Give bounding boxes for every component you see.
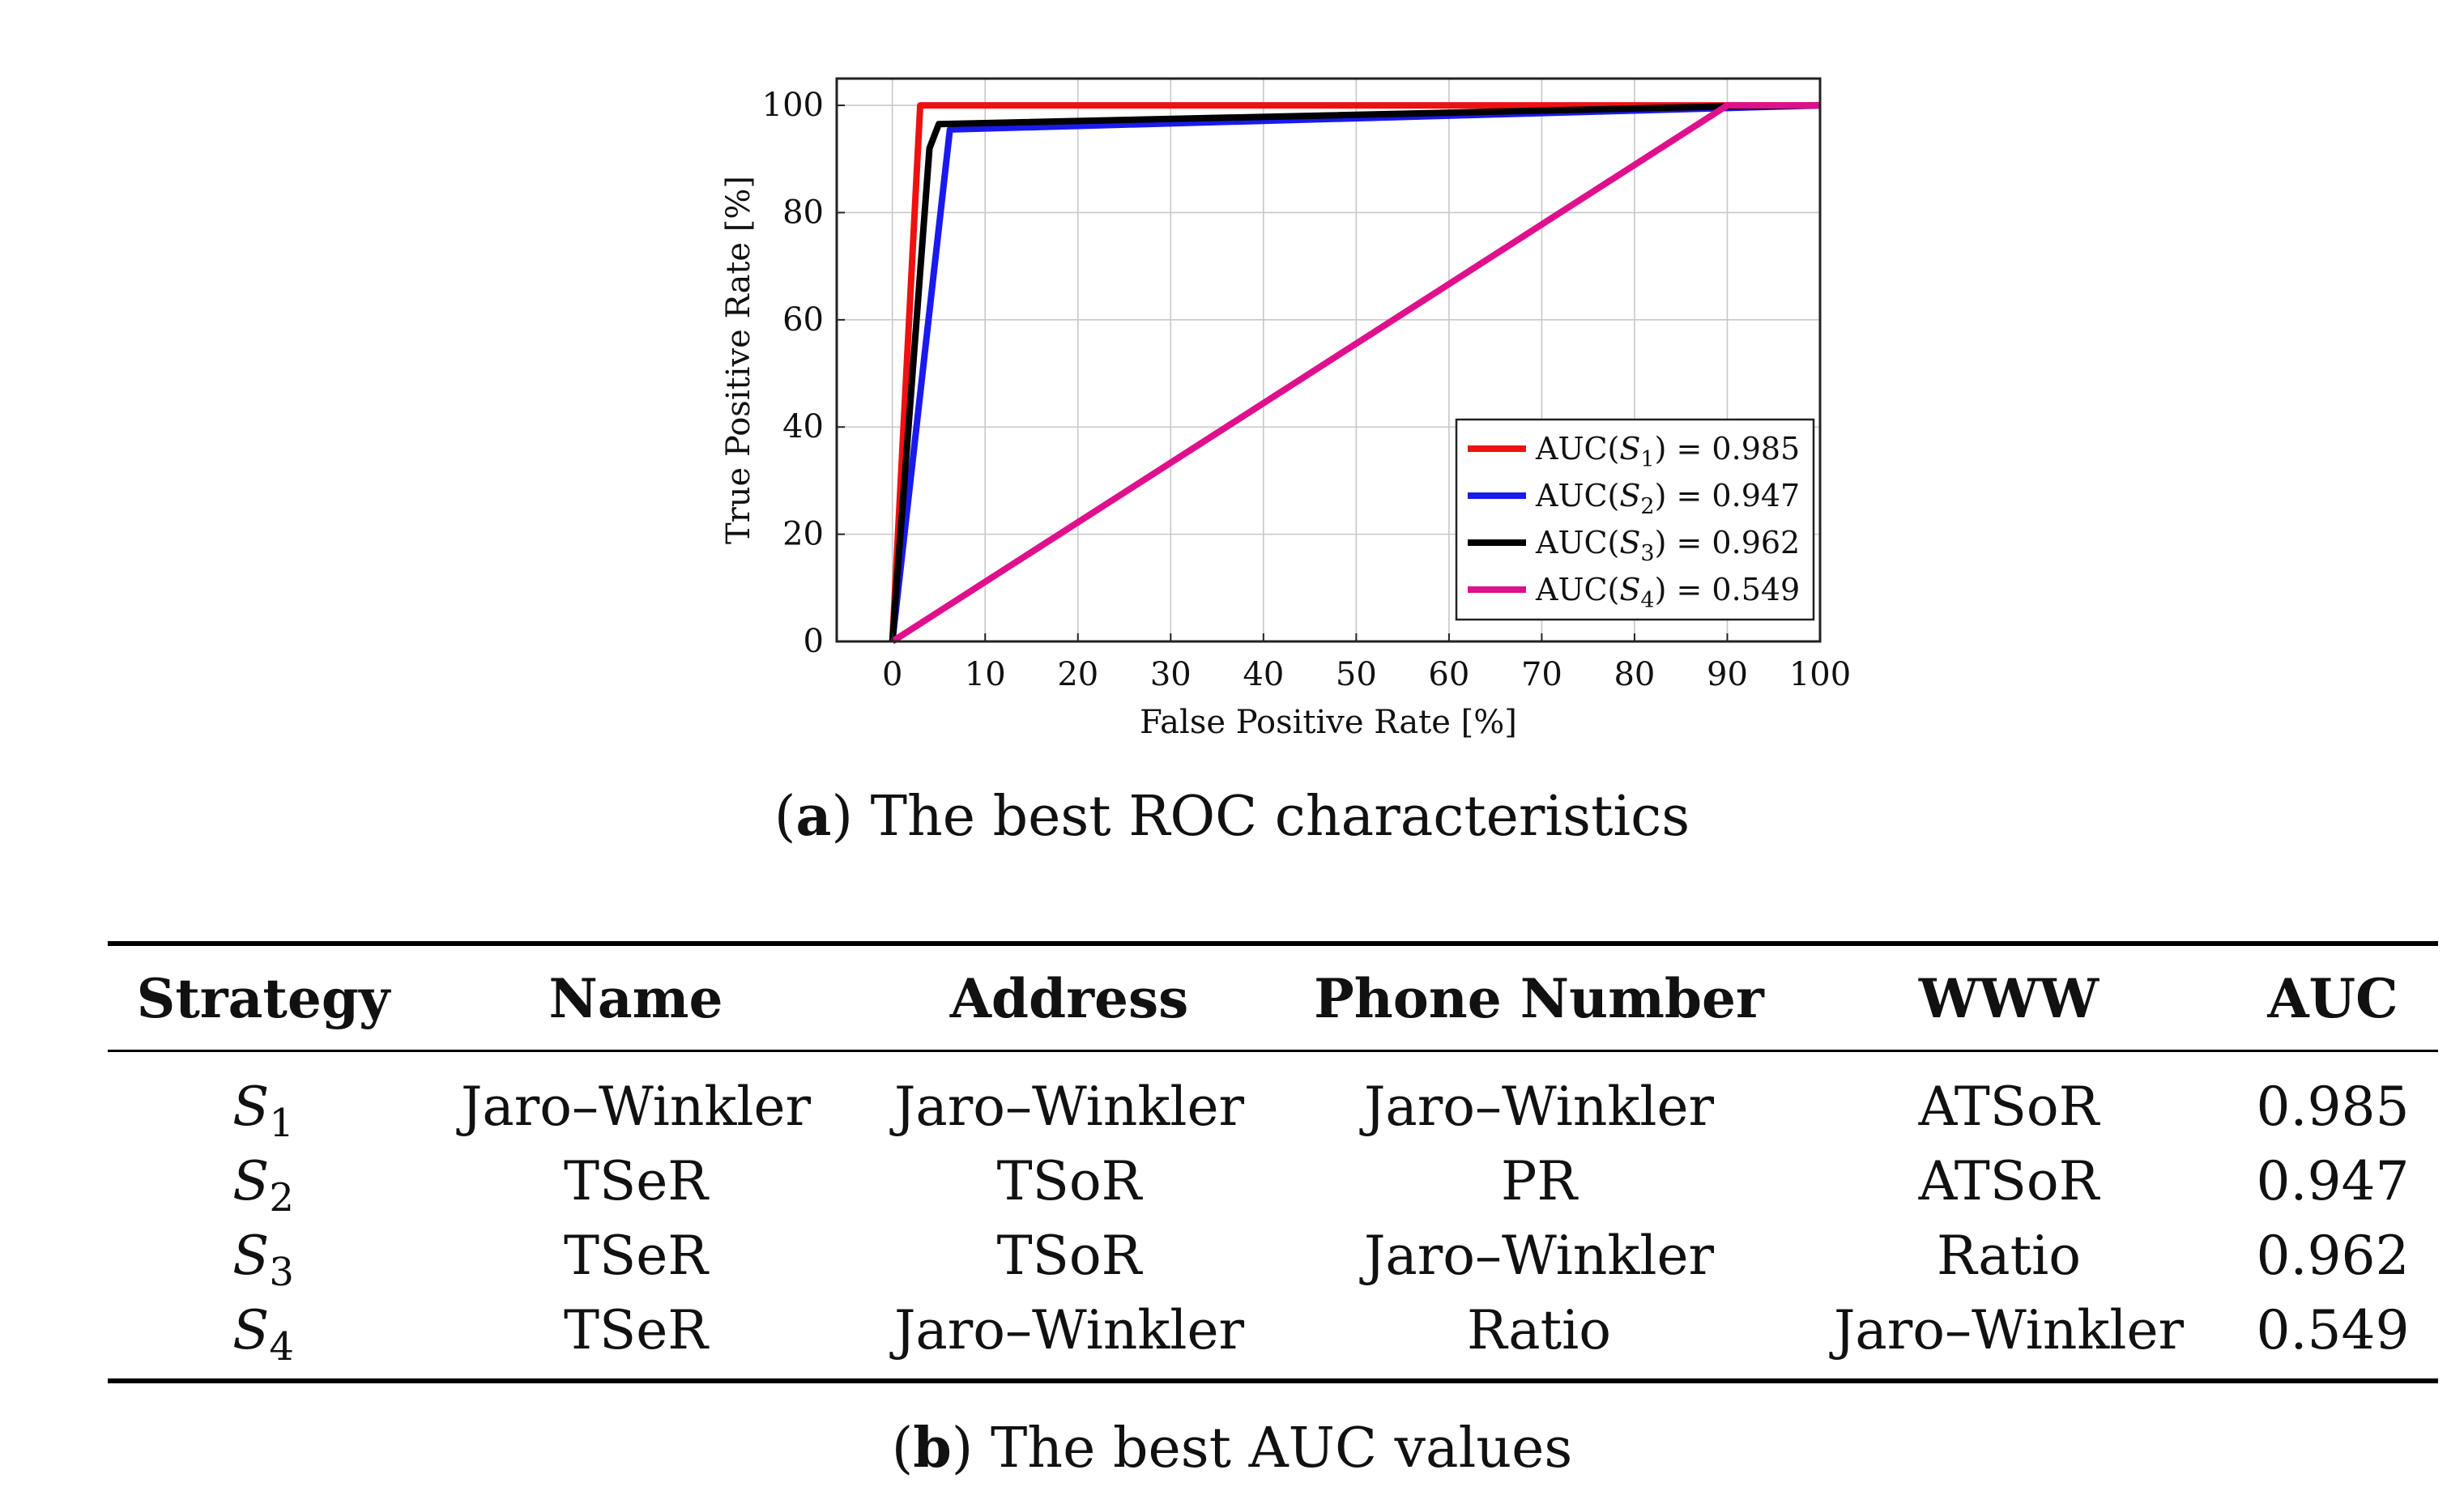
header-address: Address	[949, 967, 1189, 1030]
chart-legend: AUC(S1) = 0.985 AUC(S2) = 0.947 AUC(S3) = …	[1455, 418, 1815, 621]
x-tick-label: 10	[965, 656, 1006, 693]
legend-label-s1: AUC(S1) = 0.985	[1535, 431, 1800, 472]
header-strategy: Strategy	[136, 967, 390, 1030]
legend-label-s2: AUC(S2) = 0.947	[1535, 478, 1800, 519]
x-tick-label: 30	[1150, 656, 1192, 693]
address-cell: Jaro–Winkler	[893, 1299, 1245, 1361]
plot-frame	[835, 77, 1822, 643]
y-tick-label: 100	[762, 87, 824, 124]
x-tick-label: 90	[1707, 656, 1748, 693]
strategy-subscript: 4	[269, 1324, 294, 1370]
legend-box	[1455, 418, 1815, 621]
chart-series	[889, 102, 1821, 645]
strategy-cell: S4	[117, 1294, 409, 1367]
www-cell: Ratio	[1937, 1225, 2081, 1287]
address-cell: Jaro–Winkler	[893, 1076, 1245, 1138]
phone-number-cell: PR	[1500, 1150, 1578, 1212]
table-caption: (b) The best AUC values	[891, 1416, 1573, 1481]
y-axis-label: True Positive Rate [%]	[720, 176, 757, 544]
header-www: WWW	[1918, 967, 2100, 1030]
auc-cell: 0.985	[2256, 1076, 2410, 1138]
auc-cell: 0.947	[2256, 1150, 2410, 1212]
caption-b-letter: b	[913, 1416, 952, 1481]
legend-label-s3: AUC(S3) = 0.962	[1535, 525, 1800, 566]
y-tick-label: 80	[782, 194, 824, 231]
strategy-symbol: S	[232, 1150, 270, 1212]
table-bottom-rule	[108, 1378, 2438, 1383]
www-cell: Jaro–Winkler	[1833, 1299, 2185, 1361]
x-tick-label: 50	[1336, 656, 1377, 693]
table-header-rule	[108, 1050, 2438, 1052]
www-cell: ATSoR	[1918, 1076, 2100, 1138]
auc-cell: 0.549	[2256, 1299, 2410, 1361]
y-tick-label: 60	[782, 301, 824, 339]
x-tick-label: 70	[1521, 656, 1562, 693]
name-cell: TSeR	[564, 1150, 708, 1212]
header-name: Name	[548, 967, 723, 1030]
x-tick-label: 20	[1057, 656, 1098, 693]
y-tick-label: 20	[782, 516, 824, 553]
strategy-symbol: S	[232, 1299, 270, 1361]
caption-a-letter: a	[795, 784, 832, 849]
name-cell: TSeR	[564, 1299, 708, 1361]
phone-number-cell: Ratio	[1467, 1299, 1611, 1361]
series-line-s1	[889, 102, 1820, 642]
address-cell: TSoR	[996, 1150, 1142, 1212]
x-tick-label: 0	[882, 656, 902, 693]
strategy-symbol: S	[232, 1076, 270, 1138]
x-tick-label: 80	[1614, 656, 1655, 693]
roc-chart: 0 10 20 30 40 50 60 70 80 90 100 0 20 40 60 80 100 False…	[720, 77, 1852, 741]
name-cell: TSeR	[564, 1225, 708, 1287]
phone-number-cell: Jaro–Winkler	[1363, 1076, 1715, 1138]
x-axis-label: False Positive Rate [%]	[1140, 704, 1517, 741]
y-tick-label: 0	[804, 623, 824, 660]
strategy-symbol: S	[232, 1225, 270, 1287]
strategy-cell: S1	[117, 1071, 409, 1144]
strategy-subscript: 2	[269, 1175, 294, 1221]
legend-label-s4: AUC(S4) = 0.549	[1535, 572, 1800, 613]
auc-cell: 0.962	[2256, 1225, 2410, 1287]
phone-number-cell: Jaro–Winkler	[1363, 1225, 1715, 1287]
strategy-subscript: 1	[269, 1101, 294, 1146]
strategy-subscript: 3	[269, 1250, 294, 1295]
x-tick-label: 60	[1428, 656, 1469, 693]
chart-caption: (a) The best ROC characteristics	[774, 784, 1690, 849]
header-auc: AUC	[2267, 967, 2398, 1030]
table-top-rule	[108, 941, 2438, 946]
caption-b-text: The best AUC values	[990, 1417, 1573, 1481]
strategy-cell: S3	[117, 1220, 409, 1293]
header-phone-number: Phone Number	[1314, 967, 1764, 1030]
name-cell: Jaro–Winkler	[460, 1076, 812, 1138]
axis-ticks: 0 10 20 30 40 50 60 70 80 90 100 0 20 40 60 80 100	[762, 87, 1852, 693]
address-cell: TSoR	[996, 1225, 1142, 1287]
y-tick-label: 40	[782, 408, 824, 445]
x-tick-label: 100	[1789, 656, 1851, 693]
caption-a-text: The best ROC characteristics	[870, 785, 1690, 849]
x-tick-label: 40	[1243, 656, 1284, 693]
www-cell: ATSoR	[1918, 1150, 2100, 1212]
strategy-cell: S2	[117, 1145, 409, 1218]
series-line-s4	[890, 102, 1820, 645]
